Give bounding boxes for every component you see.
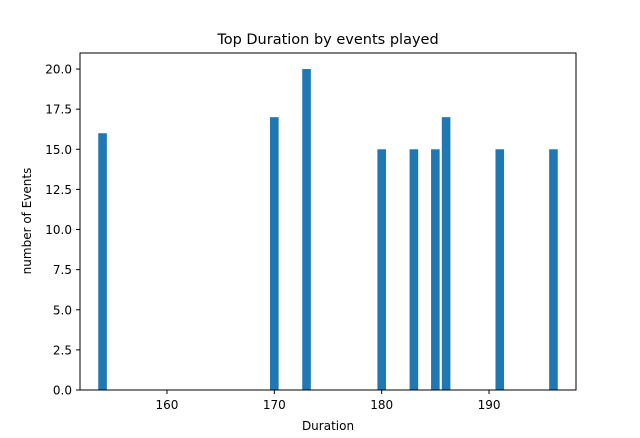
x-axis: 160 170 180 190 [156,390,501,412]
y-tick-label: 20.0 [45,63,72,77]
y-tick-label: 15.0 [45,143,72,157]
plot-area-frame [79,52,577,391]
bar-duration-185 [431,149,440,390]
bar-duration-183 [409,149,419,390]
y-tick-label: 5.0 [53,303,72,317]
bar-duration-186 [441,117,451,390]
y-axis-title: number of Events [20,168,34,275]
y-tick-label: 17.5 [45,103,72,117]
x-tick-label: 180 [370,398,393,412]
bar-duration-154 [98,133,107,391]
x-tick-label: 160 [156,398,179,412]
bar-duration-196 [549,149,558,390]
chart-title: Top Duration by events played [216,32,438,48]
x-tick-label: 170 [263,398,286,412]
bar-duration-180 [377,149,386,390]
y-tick-label: 12.5 [45,183,72,197]
y-axis: 0.0 2.5 5.0 7.5 10.0 12.5 15.0 17.5 20.0 [45,63,80,398]
x-axis-title: Duration [302,419,354,433]
bars-group [98,69,558,391]
bar-duration-191 [495,149,505,390]
y-tick-label: 2.5 [53,343,72,357]
y-tick-label: 10.0 [45,223,72,237]
x-tick-label: 190 [478,398,501,412]
y-tick-label: 7.5 [53,263,72,277]
y-tick-label: 0.0 [53,384,72,398]
bar-duration-173 [302,69,311,391]
bar-duration-170 [270,117,279,390]
